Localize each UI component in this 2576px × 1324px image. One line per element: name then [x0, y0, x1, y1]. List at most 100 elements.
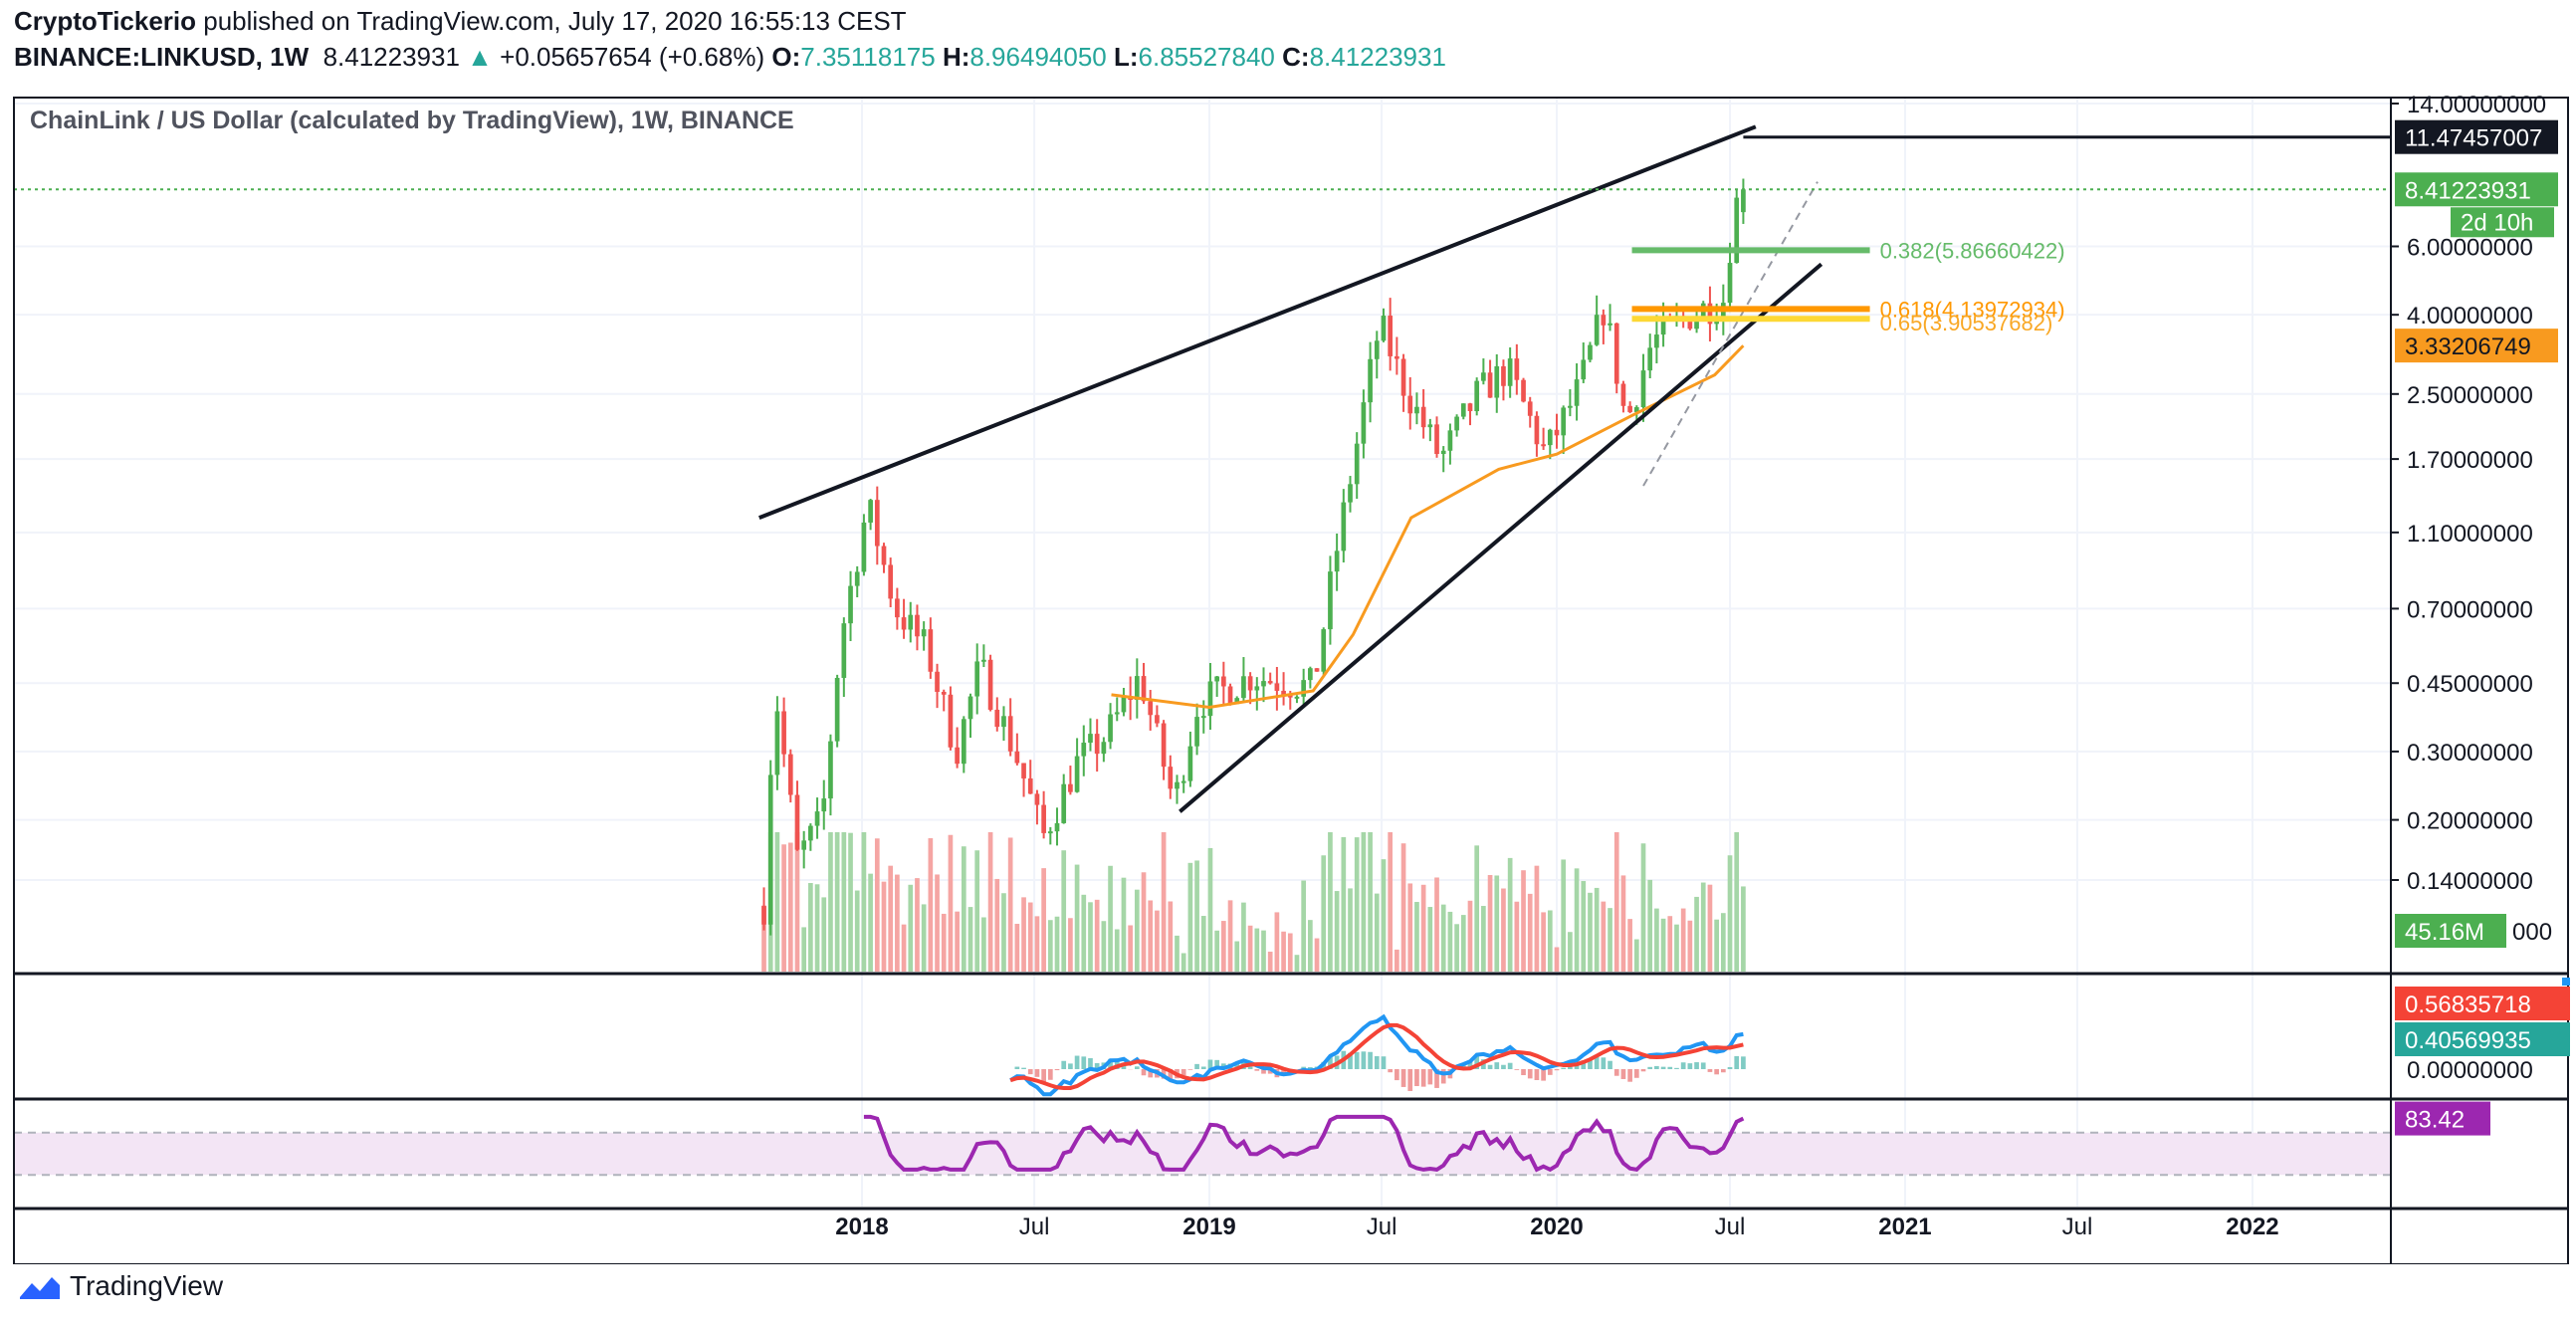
candle-body [1381, 316, 1387, 341]
publish-info: published on TradingView.com, July 17, 2… [196, 6, 907, 36]
macd-histogram-bar [1068, 1063, 1073, 1069]
symbol-label: BINANCE:LINKUSD, 1W [14, 42, 310, 72]
volume-bar [981, 917, 986, 972]
last-price-tag: 8.41223931 [2405, 177, 2531, 204]
candle-body [1321, 629, 1327, 672]
volume-tag: 45.16M [2405, 919, 2484, 946]
macd-histogram-bar [1047, 1069, 1053, 1080]
macd-histogram-bar [1354, 1051, 1360, 1069]
volume-bar [987, 832, 993, 972]
macd-histogram-bar [1420, 1069, 1426, 1087]
candle-body [1348, 484, 1353, 503]
volume-bar [787, 842, 793, 972]
volume-bar [1627, 919, 1632, 972]
candle-body [1460, 403, 1466, 417]
brand-name[interactable]: TradingView [70, 1270, 224, 1301]
volume-bar [1014, 923, 1020, 972]
candle-body [1374, 340, 1380, 359]
ma-price-tag-box [2395, 329, 2558, 363]
x-tick-label: Jul [1367, 1214, 1397, 1240]
macd-histogram-bar [1407, 1069, 1413, 1091]
high-value: 8.96494050 [969, 42, 1107, 72]
candle-body [1334, 551, 1340, 572]
candle-body [1308, 668, 1313, 681]
resistance-price-tag: 11.47457007 [2405, 125, 2542, 152]
candle-body [1554, 429, 1560, 436]
candle-body [961, 719, 966, 765]
volume-bar [1694, 896, 1699, 972]
volume-bar [935, 874, 940, 972]
volume-bar [1354, 837, 1360, 972]
volume-bar [1034, 916, 1040, 972]
volume-bar [1454, 924, 1459, 972]
author-name[interactable]: CryptoTickerio [14, 6, 197, 36]
fib-level-label: 0.618(4.13972934) [1880, 297, 2065, 322]
volume-bar [1234, 941, 1240, 972]
volume-bar [1561, 859, 1567, 972]
macd-histogram-bar [1633, 1069, 1639, 1078]
macd-histogram-bar [1694, 1062, 1699, 1069]
macd-histogram-bar [1054, 1069, 1060, 1071]
volume-bar [1687, 920, 1693, 972]
candle-body [1068, 783, 1073, 792]
volume-bar [1667, 916, 1673, 972]
candle-body [1021, 763, 1026, 778]
volume-bar [794, 832, 800, 972]
candle-body [908, 614, 914, 630]
candle-body [915, 614, 920, 637]
macd-histogram-bar [1074, 1055, 1080, 1069]
candle-body [1187, 746, 1193, 781]
tradingview-logo-icon [20, 1277, 60, 1299]
volume-bar [1334, 891, 1340, 972]
candle-body [1054, 822, 1060, 832]
macd-histogram-bar [1654, 1065, 1659, 1069]
volume-bar [1128, 925, 1133, 972]
volume-bar [1395, 949, 1399, 972]
macd-histogram-bar [1620, 1069, 1626, 1079]
candle-body [1207, 681, 1213, 717]
candle-body [1141, 676, 1147, 702]
volume-bar [1660, 918, 1666, 972]
candle-body [1527, 401, 1533, 416]
volume-bar [808, 883, 813, 972]
macd-histogram-bar [1200, 1066, 1206, 1069]
candle-body [1074, 756, 1080, 792]
volume-bar [1141, 872, 1147, 972]
volume-bar [1474, 845, 1480, 972]
macd-histogram-bar [1674, 1067, 1679, 1069]
candle-body [1541, 444, 1546, 447]
macd-histogram-bar [1414, 1069, 1419, 1087]
candle-body [1274, 683, 1280, 691]
candle-body [948, 694, 954, 748]
macd-histogram-bar [1088, 1057, 1093, 1069]
macd-histogram-bar [1328, 1055, 1333, 1069]
macd-histogram-bar [1214, 1059, 1219, 1069]
candle-body [1001, 716, 1006, 728]
candles [761, 178, 1746, 936]
macd-histogram-bar [1207, 1059, 1213, 1069]
candle-body [834, 677, 840, 742]
macd-histogram-bar [1374, 1056, 1380, 1069]
candle-body [1034, 793, 1040, 805]
volume-bar [1640, 843, 1646, 972]
price-chart[interactable]: 0.382(5.86660422) 0.618(4.13972934)0.65(3… [0, 84, 2576, 1264]
last-price-tag-box [2395, 172, 2558, 207]
macd-histogram-bar [1187, 1069, 1193, 1070]
x-tick-label: Jul [1019, 1214, 1050, 1240]
volume-bar [1181, 953, 1186, 972]
candle-body [1687, 318, 1693, 330]
y-tick-label: 4.00000000 [2407, 303, 2533, 330]
candle-body [1214, 676, 1219, 682]
macd-histogram-bar [1141, 1069, 1147, 1076]
candle-body [1647, 347, 1653, 371]
macd-value-tag-box [2395, 987, 2570, 1020]
grid [14, 98, 2391, 1207]
candle-body [801, 840, 807, 850]
volume-bar [1527, 893, 1533, 972]
rsi-value-tag: 83.42 [2405, 1107, 2465, 1134]
volume-bar [1507, 857, 1513, 972]
trendline [758, 124, 1757, 520]
macd-line [1009, 1013, 1744, 1097]
macd-histogram-bar [1148, 1069, 1154, 1078]
signal-line [1009, 1022, 1744, 1091]
